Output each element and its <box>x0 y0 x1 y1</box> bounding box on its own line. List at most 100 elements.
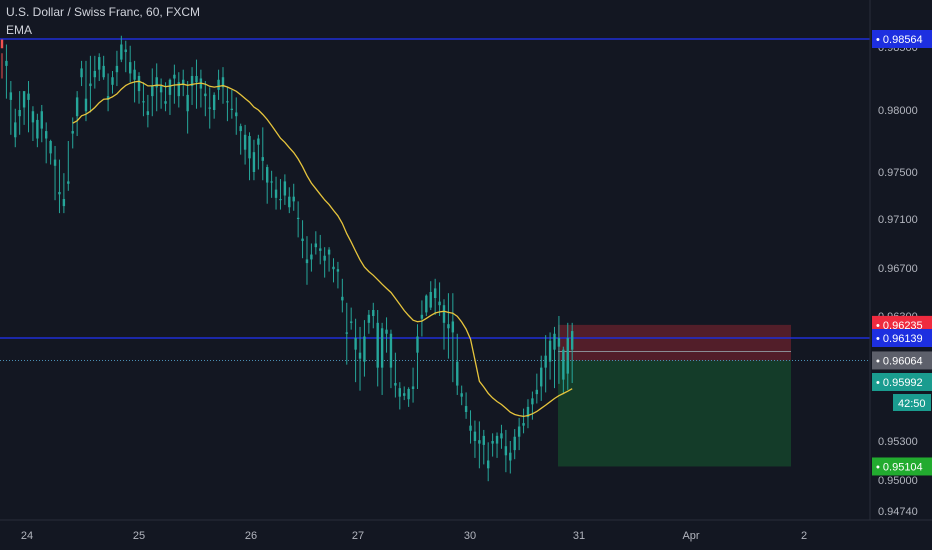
candle <box>358 326 362 391</box>
candle <box>553 326 556 389</box>
candle-body <box>235 112 238 117</box>
candle <box>323 247 326 278</box>
candle <box>40 104 43 143</box>
candle <box>239 123 242 155</box>
candle-body <box>319 248 322 251</box>
candle-body <box>473 431 477 441</box>
take-profit-zone[interactable] <box>558 360 791 467</box>
candle-body <box>111 77 114 85</box>
candle-body <box>394 383 397 386</box>
candle <box>9 81 13 135</box>
price-axis-label: 0.97500 <box>878 167 918 179</box>
time-axis-label: 31 <box>573 530 585 542</box>
candle-body <box>217 79 220 90</box>
candle <box>159 78 163 109</box>
candle-body <box>509 452 512 461</box>
candle <box>385 317 388 353</box>
price-axis-label: 0.96700 <box>878 263 918 275</box>
candle <box>124 40 127 73</box>
candle-body <box>98 57 101 70</box>
candle <box>53 145 57 201</box>
candle <box>75 91 79 137</box>
candle-body <box>367 314 371 323</box>
candle-body <box>14 122 17 138</box>
candle <box>314 231 318 255</box>
candle-body <box>212 94 216 110</box>
candle <box>540 355 543 401</box>
candle-body <box>45 131 48 139</box>
candle-body <box>398 388 401 397</box>
candle <box>62 173 66 214</box>
candle-body <box>500 433 503 439</box>
stop-loss-zone[interactable] <box>558 324 791 361</box>
price-tag-label: • 0.98564 <box>876 34 923 46</box>
candle-body <box>71 131 74 134</box>
candle <box>18 91 21 135</box>
candle-body <box>438 301 441 306</box>
candle <box>217 69 220 100</box>
candle <box>517 417 521 451</box>
candle <box>106 73 110 112</box>
candle <box>478 421 481 469</box>
candle <box>261 127 264 181</box>
candle-body <box>526 406 530 418</box>
candle-body <box>27 93 30 100</box>
candle <box>93 55 97 89</box>
candle-body <box>433 288 437 298</box>
candle <box>274 176 278 210</box>
candle <box>398 382 401 410</box>
candle <box>447 293 450 359</box>
candle-body <box>425 295 428 313</box>
candle-body <box>442 305 446 323</box>
candle <box>460 385 463 406</box>
candle <box>186 81 189 134</box>
candle-body <box>389 333 393 368</box>
candle <box>429 281 432 310</box>
price-axis[interactable]: 0.985000.980000.975000.971000.967000.963… <box>878 42 918 518</box>
candle <box>111 70 114 94</box>
candle-body <box>292 196 295 202</box>
candle-body <box>447 324 450 329</box>
price-axis-label: 0.98000 <box>878 105 918 117</box>
candle <box>407 387 410 407</box>
candle <box>252 139 256 181</box>
candle <box>155 63 158 112</box>
time-axis[interactable]: 24 25 26 27 30 31 Apr 2 <box>21 530 807 542</box>
candle <box>190 67 194 105</box>
time-axis-label: 30 <box>464 530 476 542</box>
candle <box>27 81 30 133</box>
candle-body <box>464 406 468 413</box>
horizontal-lines[interactable] <box>0 38 870 361</box>
candle-body <box>155 77 158 88</box>
price-tag-background <box>872 351 932 370</box>
candle-body <box>67 181 70 184</box>
price-tag-label: • 0.96235 <box>876 320 923 332</box>
candle <box>319 234 322 265</box>
candle-body <box>53 159 57 166</box>
candle <box>120 35 123 63</box>
candle-body <box>301 238 304 242</box>
price-axis-label: 0.95300 <box>878 436 918 448</box>
candle <box>495 432 499 458</box>
candle <box>332 258 335 283</box>
candle-body <box>252 152 256 172</box>
candle <box>394 352 397 398</box>
candle <box>235 97 238 135</box>
candle <box>310 243 313 272</box>
candle-body <box>566 337 569 374</box>
candle-body <box>403 393 406 396</box>
candle-body <box>93 70 97 78</box>
candle-body <box>517 426 521 437</box>
candle-body <box>553 333 556 350</box>
bar-countdown: 42:50 <box>893 394 931 411</box>
ema-indicator-label[interactable]: EMA <box>6 23 33 37</box>
candle-body <box>416 336 419 353</box>
candle-body <box>429 292 432 308</box>
candle <box>349 307 353 330</box>
candle-body <box>495 435 499 444</box>
candle-body <box>411 386 415 389</box>
candle <box>80 60 83 87</box>
candle-body <box>327 249 331 255</box>
candle-body <box>345 332 348 334</box>
